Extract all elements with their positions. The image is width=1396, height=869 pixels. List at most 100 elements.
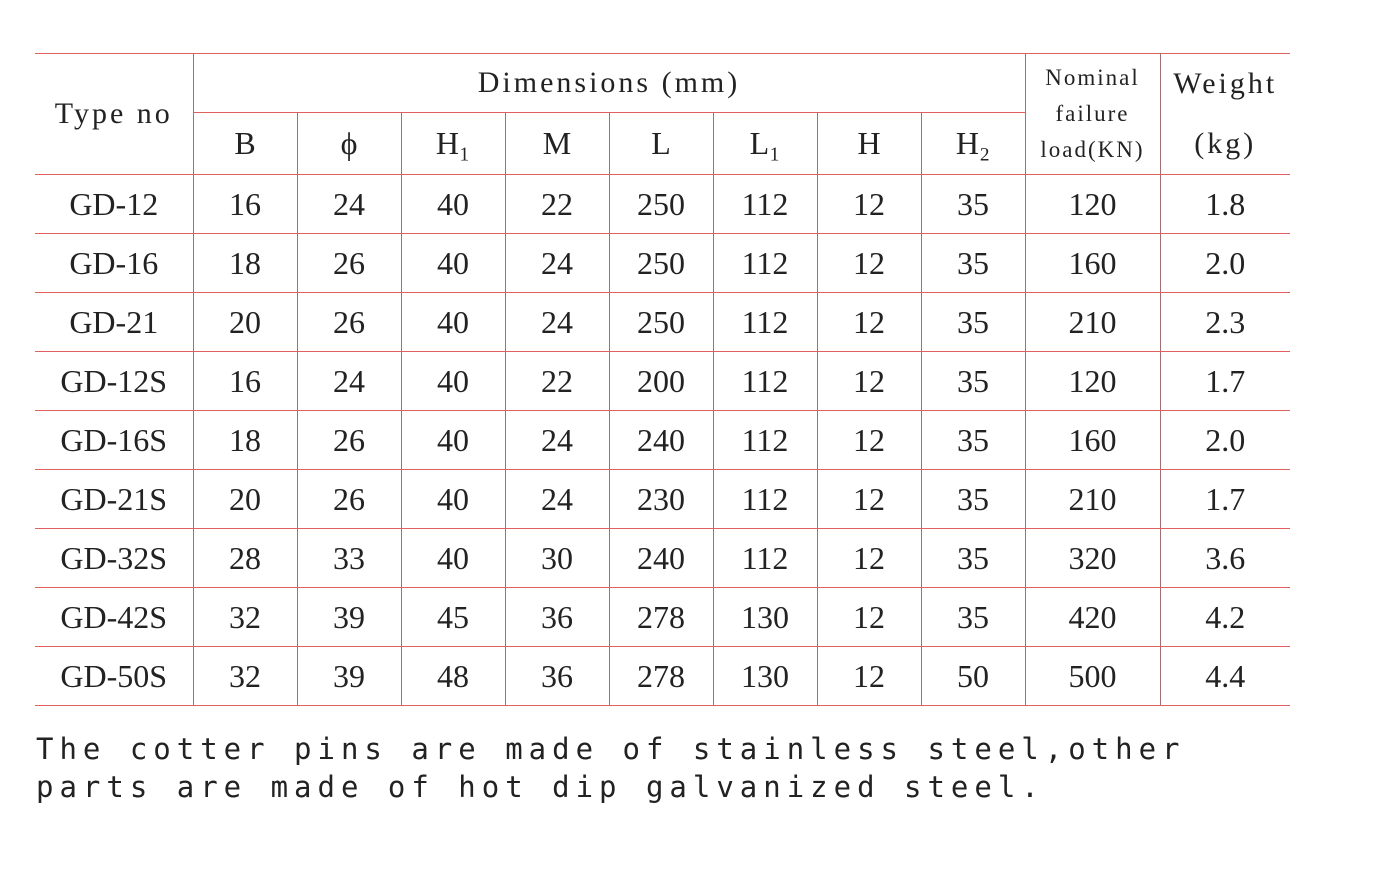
table-body: Type no Dimensions (mm) Nominal failure … bbox=[35, 53, 1290, 706]
spec-table: Type no Dimensions (mm) Nominal failure … bbox=[35, 53, 1290, 706]
subheader-cell: L bbox=[608, 111, 714, 176]
row: GD-12 16 24 40 22 250 112 12 35 120 1.8 bbox=[35, 174, 1290, 234]
value-cell: 2.3 bbox=[1159, 292, 1290, 352]
row: GD-12S 16 24 40 22 200 112 12 35 120 1.7 bbox=[35, 351, 1290, 411]
value-cell: 32 bbox=[192, 646, 298, 706]
value-cell: 2.0 bbox=[1159, 410, 1290, 470]
value-cell: 26 bbox=[296, 469, 402, 529]
value-cell: 33 bbox=[296, 528, 402, 588]
value-cell: 1.8 bbox=[1159, 174, 1290, 234]
value-cell: 250 bbox=[608, 233, 714, 293]
value-cell: 230 bbox=[608, 469, 714, 529]
value-cell: 36 bbox=[504, 587, 610, 647]
value-cell: 420 bbox=[1024, 587, 1161, 647]
value-cell: 35 bbox=[920, 174, 1026, 234]
value-cell: 24 bbox=[504, 233, 610, 293]
value-cell: 240 bbox=[608, 528, 714, 588]
value-cell: 12 bbox=[816, 351, 922, 411]
value-cell: 130 bbox=[712, 587, 818, 647]
value-cell: 18 bbox=[192, 410, 298, 470]
row: GD-32S 28 33 40 30 240 112 12 35 320 3.6 bbox=[35, 528, 1290, 588]
value-cell: 12 bbox=[816, 292, 922, 352]
type-cell: GD-32S bbox=[35, 528, 194, 588]
value-cell: 210 bbox=[1024, 469, 1161, 529]
value-cell: 50 bbox=[920, 646, 1026, 706]
value-cell: 160 bbox=[1024, 233, 1161, 293]
value-cell: 28 bbox=[192, 528, 298, 588]
value-cell: 35 bbox=[920, 292, 1026, 352]
header-cell: Nominal failure load(KN) bbox=[1024, 53, 1161, 175]
value-cell: 1.7 bbox=[1159, 351, 1290, 411]
value-cell: 120 bbox=[1024, 174, 1161, 234]
value-cell: 40 bbox=[400, 174, 506, 234]
value-cell: 40 bbox=[400, 528, 506, 588]
value-cell: 24 bbox=[296, 351, 402, 411]
type-cell: GD-21 bbox=[35, 292, 194, 352]
type-cell: GD-12S bbox=[35, 351, 194, 411]
value-cell: 24 bbox=[504, 410, 610, 470]
subheader-cell: B bbox=[193, 111, 298, 176]
header-cell: Type no bbox=[35, 53, 194, 175]
subheader-cell: L₁ bbox=[712, 111, 818, 176]
value-cell: 16 bbox=[192, 351, 298, 411]
type-cell: GD-16S bbox=[35, 410, 194, 470]
value-cell: 40 bbox=[400, 351, 506, 411]
subheader-cell: ϕ bbox=[296, 111, 402, 176]
value-cell: 12 bbox=[816, 469, 922, 529]
type-cell: GD-16 bbox=[35, 233, 194, 293]
value-cell: 112 bbox=[712, 410, 818, 470]
value-cell: 112 bbox=[712, 174, 818, 234]
row: GD-16S 18 26 40 24 240 112 12 35 160 2.0 bbox=[35, 410, 1290, 470]
value-cell: 112 bbox=[712, 351, 818, 411]
value-cell: 2.0 bbox=[1159, 233, 1290, 293]
value-cell: 250 bbox=[608, 174, 714, 234]
value-cell: 26 bbox=[296, 292, 402, 352]
value-cell: 36 bbox=[504, 646, 610, 706]
type-cell: GD-50S bbox=[35, 646, 194, 706]
subheader-cell: M bbox=[504, 111, 610, 176]
value-cell: 160 bbox=[1024, 410, 1161, 470]
value-cell: 210 bbox=[1024, 292, 1161, 352]
value-cell: 278 bbox=[608, 646, 714, 706]
value-cell: 18 bbox=[192, 233, 298, 293]
value-cell: 35 bbox=[920, 528, 1026, 588]
subheader-cell: H₁ bbox=[400, 111, 506, 176]
value-cell: 26 bbox=[296, 410, 402, 470]
value-cell: 39 bbox=[296, 646, 402, 706]
value-cell: 12 bbox=[816, 233, 922, 293]
value-cell: 35 bbox=[920, 410, 1026, 470]
value-cell: 24 bbox=[296, 174, 402, 234]
value-cell: 40 bbox=[400, 233, 506, 293]
type-cell: GD-21S bbox=[35, 469, 194, 529]
value-cell: 40 bbox=[400, 410, 506, 470]
value-cell: 112 bbox=[712, 233, 818, 293]
value-cell: 30 bbox=[504, 528, 610, 588]
value-cell: 4.4 bbox=[1159, 646, 1290, 706]
row: GD-21 20 26 40 24 250 112 12 35 210 2.3 bbox=[35, 292, 1290, 352]
subheader-cell: H bbox=[816, 111, 922, 176]
value-cell: 120 bbox=[1024, 351, 1161, 411]
value-cell: 35 bbox=[920, 469, 1026, 529]
value-cell: 16 bbox=[192, 174, 298, 234]
row: GD-50S 32 39 48 36 278 130 12 50 500 4.4 bbox=[35, 646, 1290, 706]
value-cell: 320 bbox=[1024, 528, 1161, 588]
row: GD-42S 32 39 45 36 278 130 12 35 420 4.2 bbox=[35, 587, 1290, 647]
value-cell: 40 bbox=[400, 292, 506, 352]
value-cell: 12 bbox=[816, 528, 922, 588]
row: GD-16 18 26 40 24 250 112 12 35 160 2.0 bbox=[35, 233, 1290, 293]
value-cell: 112 bbox=[712, 469, 818, 529]
header-cell: Weight (kg) bbox=[1159, 53, 1290, 175]
value-cell: 35 bbox=[920, 587, 1026, 647]
value-cell: 200 bbox=[608, 351, 714, 411]
value-cell: 20 bbox=[192, 292, 298, 352]
value-cell: 500 bbox=[1024, 646, 1161, 706]
value-cell: 130 bbox=[712, 646, 818, 706]
value-cell: 35 bbox=[920, 233, 1026, 293]
value-cell: 112 bbox=[712, 528, 818, 588]
value-cell: 24 bbox=[504, 469, 610, 529]
value-cell: 20 bbox=[192, 469, 298, 529]
value-cell: 112 bbox=[712, 292, 818, 352]
value-cell: 12 bbox=[816, 410, 922, 470]
value-cell: 250 bbox=[608, 292, 714, 352]
